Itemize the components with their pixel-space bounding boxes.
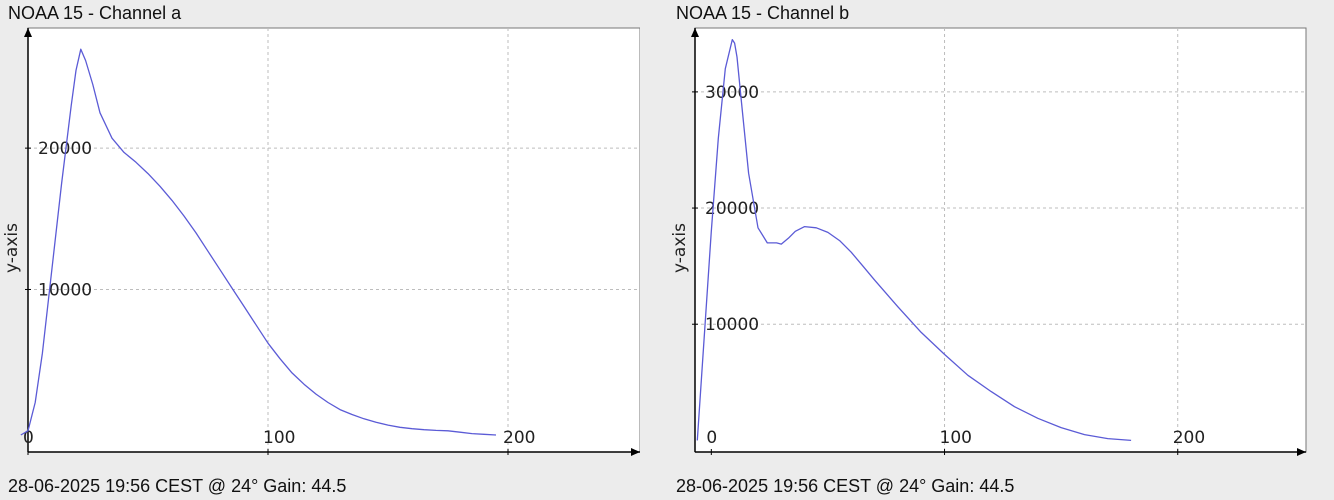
chart-a-y-tick-label: 20000	[38, 139, 92, 159]
chart-a-y-tick-label: 10000	[38, 280, 92, 300]
chart-panel-b: 0 100 200 10000 20000 30000 y-axis NOAA 15 - C…	[668, 0, 1308, 500]
chart-a-x-axis-arrow	[631, 448, 640, 456]
chart-b-x-tick-label: 100	[940, 428, 972, 448]
chart-a-series-line	[20, 48, 497, 436]
chart-a-y-axis-arrow	[24, 28, 32, 37]
chart-a-plot-area	[27, 27, 640, 453]
chart-b-x-tick-label: 200	[1173, 428, 1205, 448]
chart-a-x-tick-label: 0	[23, 428, 34, 448]
chart-a-x-tick-label: 200	[503, 428, 535, 448]
chart-b-y-tick-label: 20000	[705, 199, 759, 219]
chart-a-x-tick-label: 100	[263, 428, 295, 448]
chart-b-y-axis-arrow	[691, 28, 699, 37]
chart-b-plot: 0 100 200 10000 20000 30000 y-axis	[670, 27, 1307, 456]
chart-b-y-axis-label: y-axis	[670, 223, 690, 273]
chart-a-plot: 0 100 200 10000 20000 y-axis	[2, 27, 640, 456]
chart-a-footer: 28-06-2025 19:56 CEST @ 24° Gain: 44.5	[8, 476, 347, 496]
chart-panel-a: 0 100 200 10000 20000 y-axis NOAA 15 - Channe…	[0, 0, 640, 500]
chart-b-x-axis-arrow	[1297, 448, 1306, 456]
chart-b-plot-area	[694, 27, 1307, 453]
chart-b-y-tick-label: 30000	[705, 83, 759, 103]
chart-a-title: NOAA 15 - Channel a	[8, 3, 182, 23]
chart-b-series-line	[696, 38, 1132, 442]
chart-b-footer: 28-06-2025 19:56 CEST @ 24° Gain: 44.5	[676, 476, 1015, 496]
chart-b-title: NOAA 15 - Channel b	[676, 3, 850, 23]
chart-b-y-tick-label: 10000	[705, 315, 759, 335]
chart-a-y-axis-label: y-axis	[2, 223, 22, 273]
chart-b-x-tick-label: 0	[706, 428, 717, 448]
